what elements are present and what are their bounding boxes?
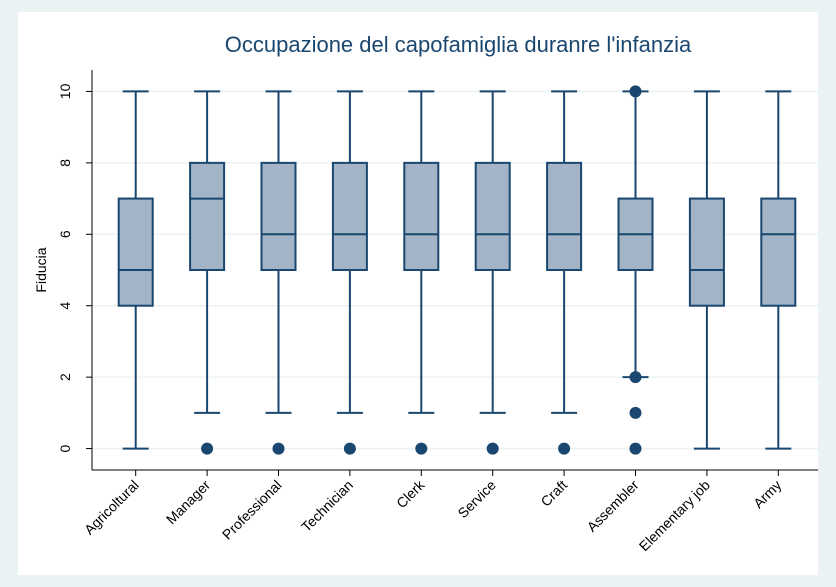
box (403, 161, 440, 272)
outlier (629, 371, 642, 384)
outlier (201, 442, 214, 455)
box (688, 197, 725, 307)
outlier (272, 442, 285, 455)
y-axis-title: Fiducia (33, 247, 49, 292)
box (189, 161, 226, 272)
outlier (343, 442, 356, 455)
y-tick-label: 0 (57, 444, 73, 452)
outlier (486, 442, 499, 455)
box (760, 197, 797, 307)
box (260, 161, 297, 272)
y-tick-label: 8 (57, 159, 73, 167)
box (546, 161, 583, 272)
outlier (629, 442, 642, 455)
outlier (629, 85, 642, 98)
y-tick-label: 6 (57, 230, 73, 238)
chart-title: Occupazione del capofamiglia duranre l'i… (225, 32, 692, 57)
y-tick-label: 2 (57, 373, 73, 381)
box (117, 197, 154, 307)
outlier (415, 442, 428, 455)
box (474, 161, 511, 272)
outlier (558, 442, 571, 455)
y-tick-label: 4 (57, 302, 73, 310)
box (331, 161, 368, 272)
outlier (629, 406, 642, 419)
y-tick-label: 10 (57, 83, 73, 99)
